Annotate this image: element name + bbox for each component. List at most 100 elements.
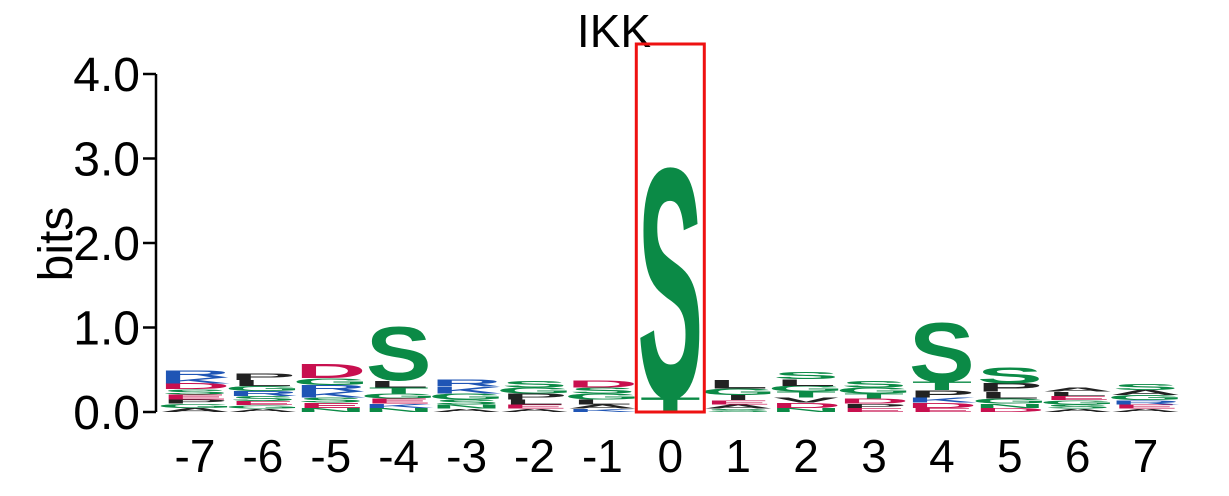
residue-A: A xyxy=(1042,408,1113,413)
residue-A: A xyxy=(1042,386,1113,393)
y-axis-ticks: 0.0 1.0 2.0 3.0 4.0 xyxy=(73,49,156,440)
residue-A: A xyxy=(567,403,638,410)
residue-N: N xyxy=(974,402,1045,409)
residue-N: N xyxy=(295,407,366,414)
residue-G: G xyxy=(225,385,302,393)
residue-S: S xyxy=(366,311,432,398)
y-tick-label: 3.0 xyxy=(73,134,140,187)
x-tick-label: 4 xyxy=(929,430,955,482)
residue-P: P xyxy=(162,398,228,405)
residue-K: K xyxy=(906,396,977,404)
x-tick-label: 5 xyxy=(997,430,1023,482)
residue-G: G xyxy=(768,384,845,393)
residue-E: E xyxy=(1045,395,1111,402)
residue-E: E xyxy=(502,403,568,410)
residue-G: G xyxy=(225,404,302,409)
residue-R: R xyxy=(431,377,502,389)
x-tick-label: 7 xyxy=(1133,430,1159,482)
residue-N: N xyxy=(771,407,842,414)
residue-K: K xyxy=(295,390,366,399)
residue-S: S xyxy=(841,379,907,389)
x-tick-label: -4 xyxy=(378,430,419,482)
residue-E: E xyxy=(705,399,771,406)
residue-A: A xyxy=(499,408,570,413)
residue-S: S xyxy=(1045,403,1111,410)
residue-L: L xyxy=(233,378,293,387)
y-axis-label: bits xyxy=(30,207,83,282)
residue-G: G xyxy=(1039,399,1116,406)
residue-R: R xyxy=(159,368,230,380)
residue-P: P xyxy=(841,402,907,409)
residue-L: L xyxy=(980,390,1040,400)
residue-P: P xyxy=(977,381,1043,394)
residue-T: T xyxy=(912,379,972,392)
residue-A: A xyxy=(227,408,298,413)
y-tick-label: 4.0 xyxy=(73,49,140,102)
residue-T: T xyxy=(369,386,429,395)
residue-K: K xyxy=(567,408,638,413)
residue-G: G xyxy=(971,397,1048,405)
y-tick-label: 2.0 xyxy=(73,218,140,271)
residue-S: S xyxy=(570,386,636,395)
residue-S: S xyxy=(434,398,500,406)
x-tick-label: 3 xyxy=(861,430,887,482)
residue-G: G xyxy=(496,386,573,395)
residue-D: D xyxy=(771,401,842,409)
residue-L: L xyxy=(504,398,564,406)
residue-S: S xyxy=(773,370,839,382)
chart-title: IKK xyxy=(577,5,651,57)
residue-L: L xyxy=(1048,391,1108,398)
x-tick-label: 0 xyxy=(658,430,684,482)
residue-S: S xyxy=(230,395,296,403)
residue-G: G xyxy=(1107,394,1184,402)
residue-S: S xyxy=(909,306,975,400)
residue-S: S xyxy=(502,379,568,389)
residue-E: E xyxy=(230,400,296,407)
residue-G: G xyxy=(292,377,369,387)
residue-L: L xyxy=(776,377,836,387)
x-tick-label: 2 xyxy=(793,430,819,482)
residue-E: E xyxy=(1113,403,1179,410)
residue-N: N xyxy=(363,407,434,414)
residue-G: G xyxy=(428,392,505,401)
residue-D: D xyxy=(567,378,638,390)
residue-E: E xyxy=(298,401,364,409)
residue-E: E xyxy=(841,407,907,414)
y-tick-label: 0.0 xyxy=(73,387,140,440)
residue-A: A xyxy=(1110,408,1181,413)
residue-S: S xyxy=(977,362,1043,388)
logo-columns: AGPESDKRAGESRGLPNESKRGDNKEGTLSANSGKRAELP… xyxy=(157,100,1184,467)
residue-S: S xyxy=(162,388,228,396)
residue-D: D xyxy=(974,407,1045,414)
residue-S: S xyxy=(1113,383,1179,392)
x-tick-label: -7 xyxy=(175,430,216,482)
residue-S: S xyxy=(637,100,703,467)
residue-P: P xyxy=(909,388,975,400)
residue-P: P xyxy=(502,392,568,401)
residue-N: N xyxy=(431,403,502,410)
residue-E: E xyxy=(162,393,228,401)
residue-T: T xyxy=(776,390,836,399)
residue-S: S xyxy=(705,408,771,413)
residue-A: A xyxy=(159,407,230,414)
residue-G: G xyxy=(836,386,913,395)
residue-D: D xyxy=(906,401,977,409)
highlight-box-position-0 xyxy=(634,42,706,414)
residue-G: G xyxy=(564,392,641,401)
residue-V: V xyxy=(773,396,839,404)
residue-E: E xyxy=(366,397,432,405)
residue-R: R xyxy=(227,390,298,398)
x-tick-label: -3 xyxy=(446,430,487,482)
